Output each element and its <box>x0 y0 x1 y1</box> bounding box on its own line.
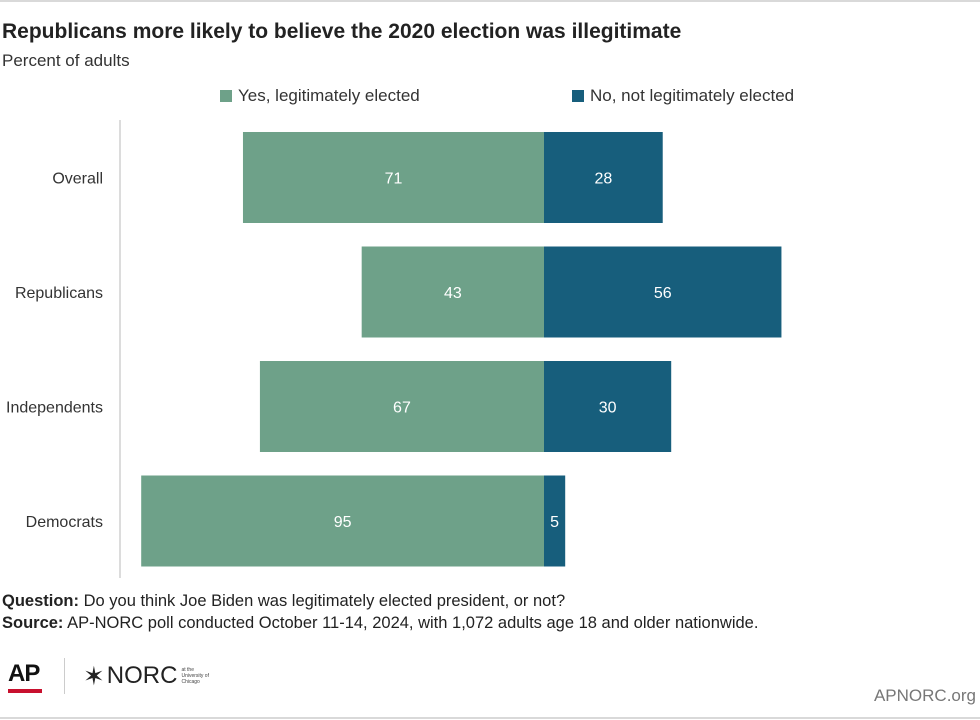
chart-plot: Overall 71 28 Republicans 43 56 Independents 67… <box>6 120 782 578</box>
chart-notes: Question: Do you think Joe Biden was leg… <box>2 590 758 634</box>
norc-logo-subtext: at the University of Chicago <box>181 667 209 685</box>
ap-logo-underline <box>8 688 42 693</box>
ap-logo: AP <box>8 660 42 693</box>
source-text: AP-NORC poll conducted October 11-14, 20… <box>67 614 759 632</box>
data-label-yes-independents: 67 <box>393 400 411 417</box>
category-label-independents: Independents <box>6 400 103 417</box>
ap-logo-text: AP <box>8 659 40 687</box>
source-label: Source: <box>2 614 64 632</box>
bar-no-independents <box>544 361 672 452</box>
legend-item-no: No, not legitimately elected <box>572 86 794 106</box>
norc-logo: ✶ NORC at the University of Chicago <box>83 662 215 690</box>
top-rule <box>0 0 980 2</box>
logo-divider <box>64 658 65 694</box>
category-label-republicans: Republicans <box>15 285 103 302</box>
data-label-no-democrats: 5 <box>550 514 559 531</box>
question-text: Do you think Joe Biden was legitimately … <box>83 592 566 610</box>
bottom-rule <box>0 717 980 719</box>
legend-item-yes: Yes, legitimately elected <box>220 86 420 106</box>
bar-yes-overall <box>242 132 544 223</box>
chart-subtitle: Percent of adults <box>2 51 130 70</box>
data-label-yes-overall: 71 <box>385 171 403 188</box>
category-label-overall: Overall <box>52 171 103 188</box>
legend-swatch-yes <box>220 90 232 102</box>
data-label-yes-democrats: 95 <box>334 514 352 531</box>
data-label-no-overall: 28 <box>594 171 612 188</box>
legend-label-yes: Yes, legitimately elected <box>238 86 420 105</box>
bar-no-overall <box>544 132 663 223</box>
data-label-no-republicans: 56 <box>654 285 672 302</box>
legend: Yes, legitimately elected No, not legiti… <box>0 86 980 110</box>
source-line: Source: AP-NORC poll conducted October 1… <box>2 612 758 634</box>
question-label: Question: <box>2 592 79 610</box>
chart-title: Republicans more likely to believe the 2… <box>2 20 682 43</box>
legend-label-no: No, not legitimately elected <box>590 86 795 105</box>
bar-yes-republicans <box>361 246 544 338</box>
bar-no-republicans <box>544 246 782 338</box>
bar-yes-independents <box>259 361 544 452</box>
data-label-yes-republicans: 43 <box>444 285 462 302</box>
category-label-democrats: Democrats <box>26 514 103 531</box>
footer-logos: AP ✶ NORC at the University of Chicago <box>8 656 215 696</box>
bar-yes-democrats <box>141 475 544 567</box>
site-url: APNORC.org <box>873 686 976 705</box>
norc-logo-text: NORC <box>106 662 178 689</box>
norc-star-icon: ✶ <box>83 661 105 691</box>
data-label-no-independents: 30 <box>599 400 617 417</box>
bar-no-democrats <box>544 475 566 567</box>
question-line: Question: Do you think Joe Biden was leg… <box>2 590 758 612</box>
legend-swatch-no <box>572 90 584 102</box>
